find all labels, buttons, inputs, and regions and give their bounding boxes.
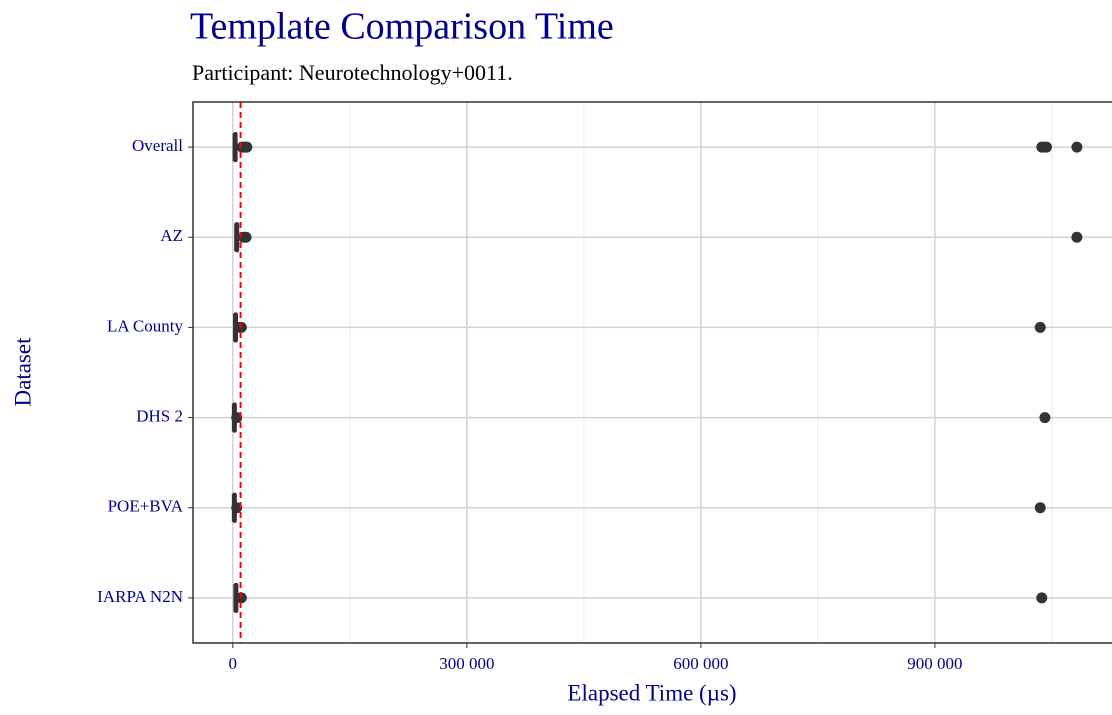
y-tick-label: IARPA N2N <box>97 587 183 606</box>
outlier <box>1071 231 1083 243</box>
y-tick-label: DHS 2 <box>136 406 183 425</box>
x-axis-label: Elapsed Time (µs) <box>567 680 736 705</box>
y-tick-label: LA County <box>107 316 184 335</box>
x-tick-label: 0 <box>229 654 238 673</box>
y-tick-label: AZ <box>160 226 183 245</box>
outlier <box>1036 592 1048 604</box>
outlier <box>1034 502 1046 514</box>
x-tick-label: 900 000 <box>907 654 962 673</box>
chart-title: Template Comparison Time <box>190 6 614 48</box>
x-tick-label: 600 000 <box>673 654 728 673</box>
panel-border <box>192 101 1112 644</box>
outlier <box>231 412 243 424</box>
x-tick-label: 300 000 <box>439 654 494 673</box>
outlier <box>240 231 252 243</box>
outlier <box>1039 412 1051 424</box>
y-tick-label: POE+BVA <box>108 497 184 516</box>
y-axis-label: Dataset <box>10 337 35 407</box>
outlier <box>1071 141 1083 153</box>
y-tick-label: Overall <box>132 136 183 155</box>
outlier <box>231 502 243 514</box>
chart-subtitle: Participant: Neurotechnology+0011. <box>192 60 513 85</box>
outlier <box>1034 321 1046 333</box>
outlier <box>1040 141 1052 153</box>
outlier <box>241 141 253 153</box>
